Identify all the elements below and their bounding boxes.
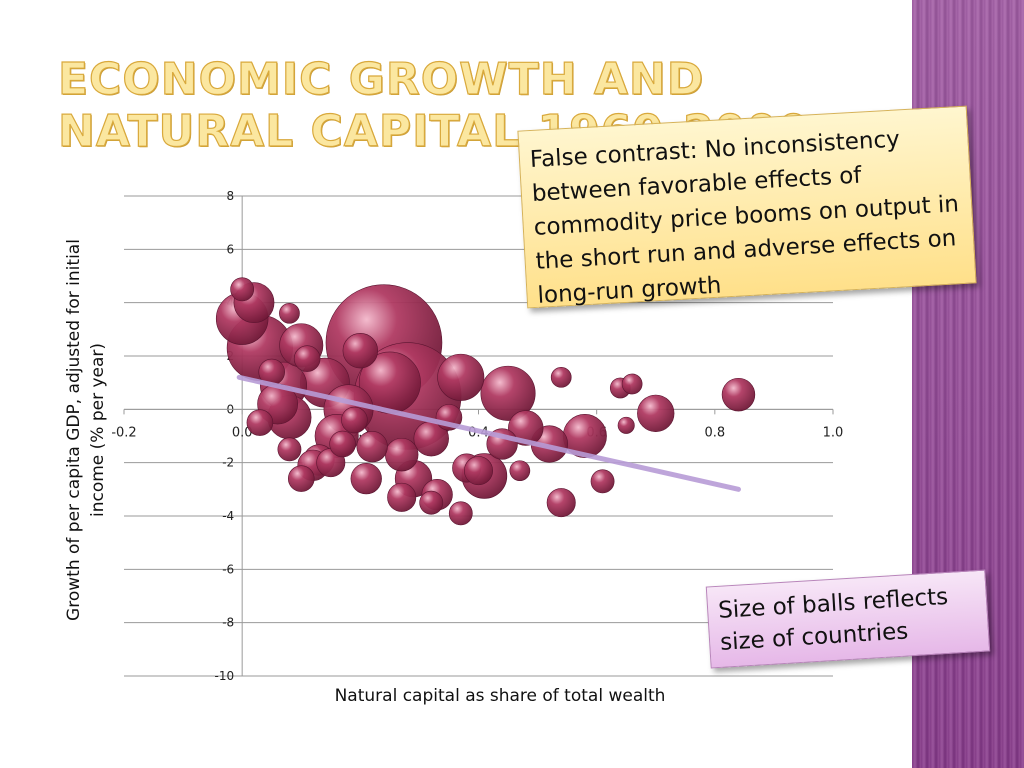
x-tick-label: -0.2: [111, 425, 136, 440]
data-point: [356, 431, 388, 463]
x-axis-label: Natural capital as share of total wealth: [334, 686, 666, 706]
data-point: [637, 394, 675, 432]
data-point: [621, 373, 643, 395]
data-point: [277, 437, 302, 462]
data-point: [480, 365, 536, 421]
x-tick-label: 1.0: [823, 425, 844, 440]
data-point: [341, 406, 368, 434]
callout-ball-size: Size of balls reflects size of countries: [705, 569, 991, 669]
data-point: [419, 490, 444, 515]
y-tick-label: -6: [222, 562, 234, 576]
y-tick-label: -4: [222, 509, 234, 523]
data-point: [387, 482, 417, 512]
y-tick-label: 8: [227, 189, 235, 203]
y-tick-label: -10: [215, 669, 235, 683]
y-tick-label: -8: [222, 616, 234, 630]
data-point: [448, 501, 473, 526]
trendline: [236, 374, 741, 492]
data-point: [508, 410, 544, 446]
data-point: [350, 463, 382, 495]
data-point: [590, 469, 615, 494]
data-point: [721, 377, 756, 412]
data-point: [550, 366, 572, 388]
data-point: [437, 353, 485, 401]
data-point: [329, 430, 356, 458]
callout-false-contrast: False contrast: No inconsistency between…: [517, 105, 977, 309]
data-point: [509, 460, 531, 482]
data-point: [463, 456, 494, 486]
x-tick-label: 0.0: [232, 425, 253, 440]
y-tick-label: -2: [222, 456, 234, 470]
data-point: [617, 416, 635, 434]
data-point: [384, 437, 419, 472]
data-point: [546, 488, 576, 518]
data-point: [293, 345, 321, 372]
data-point: [342, 332, 379, 369]
data-point: [279, 302, 300, 324]
data-point: [287, 465, 315, 492]
y-axis-label: Growth of per capita GDP, adjusted for i…: [64, 239, 108, 621]
data-point: [230, 277, 255, 302]
data-point: [246, 409, 274, 436]
x-tick-label: 0.8: [704, 425, 725, 440]
y-tick-label: 6: [227, 242, 235, 256]
